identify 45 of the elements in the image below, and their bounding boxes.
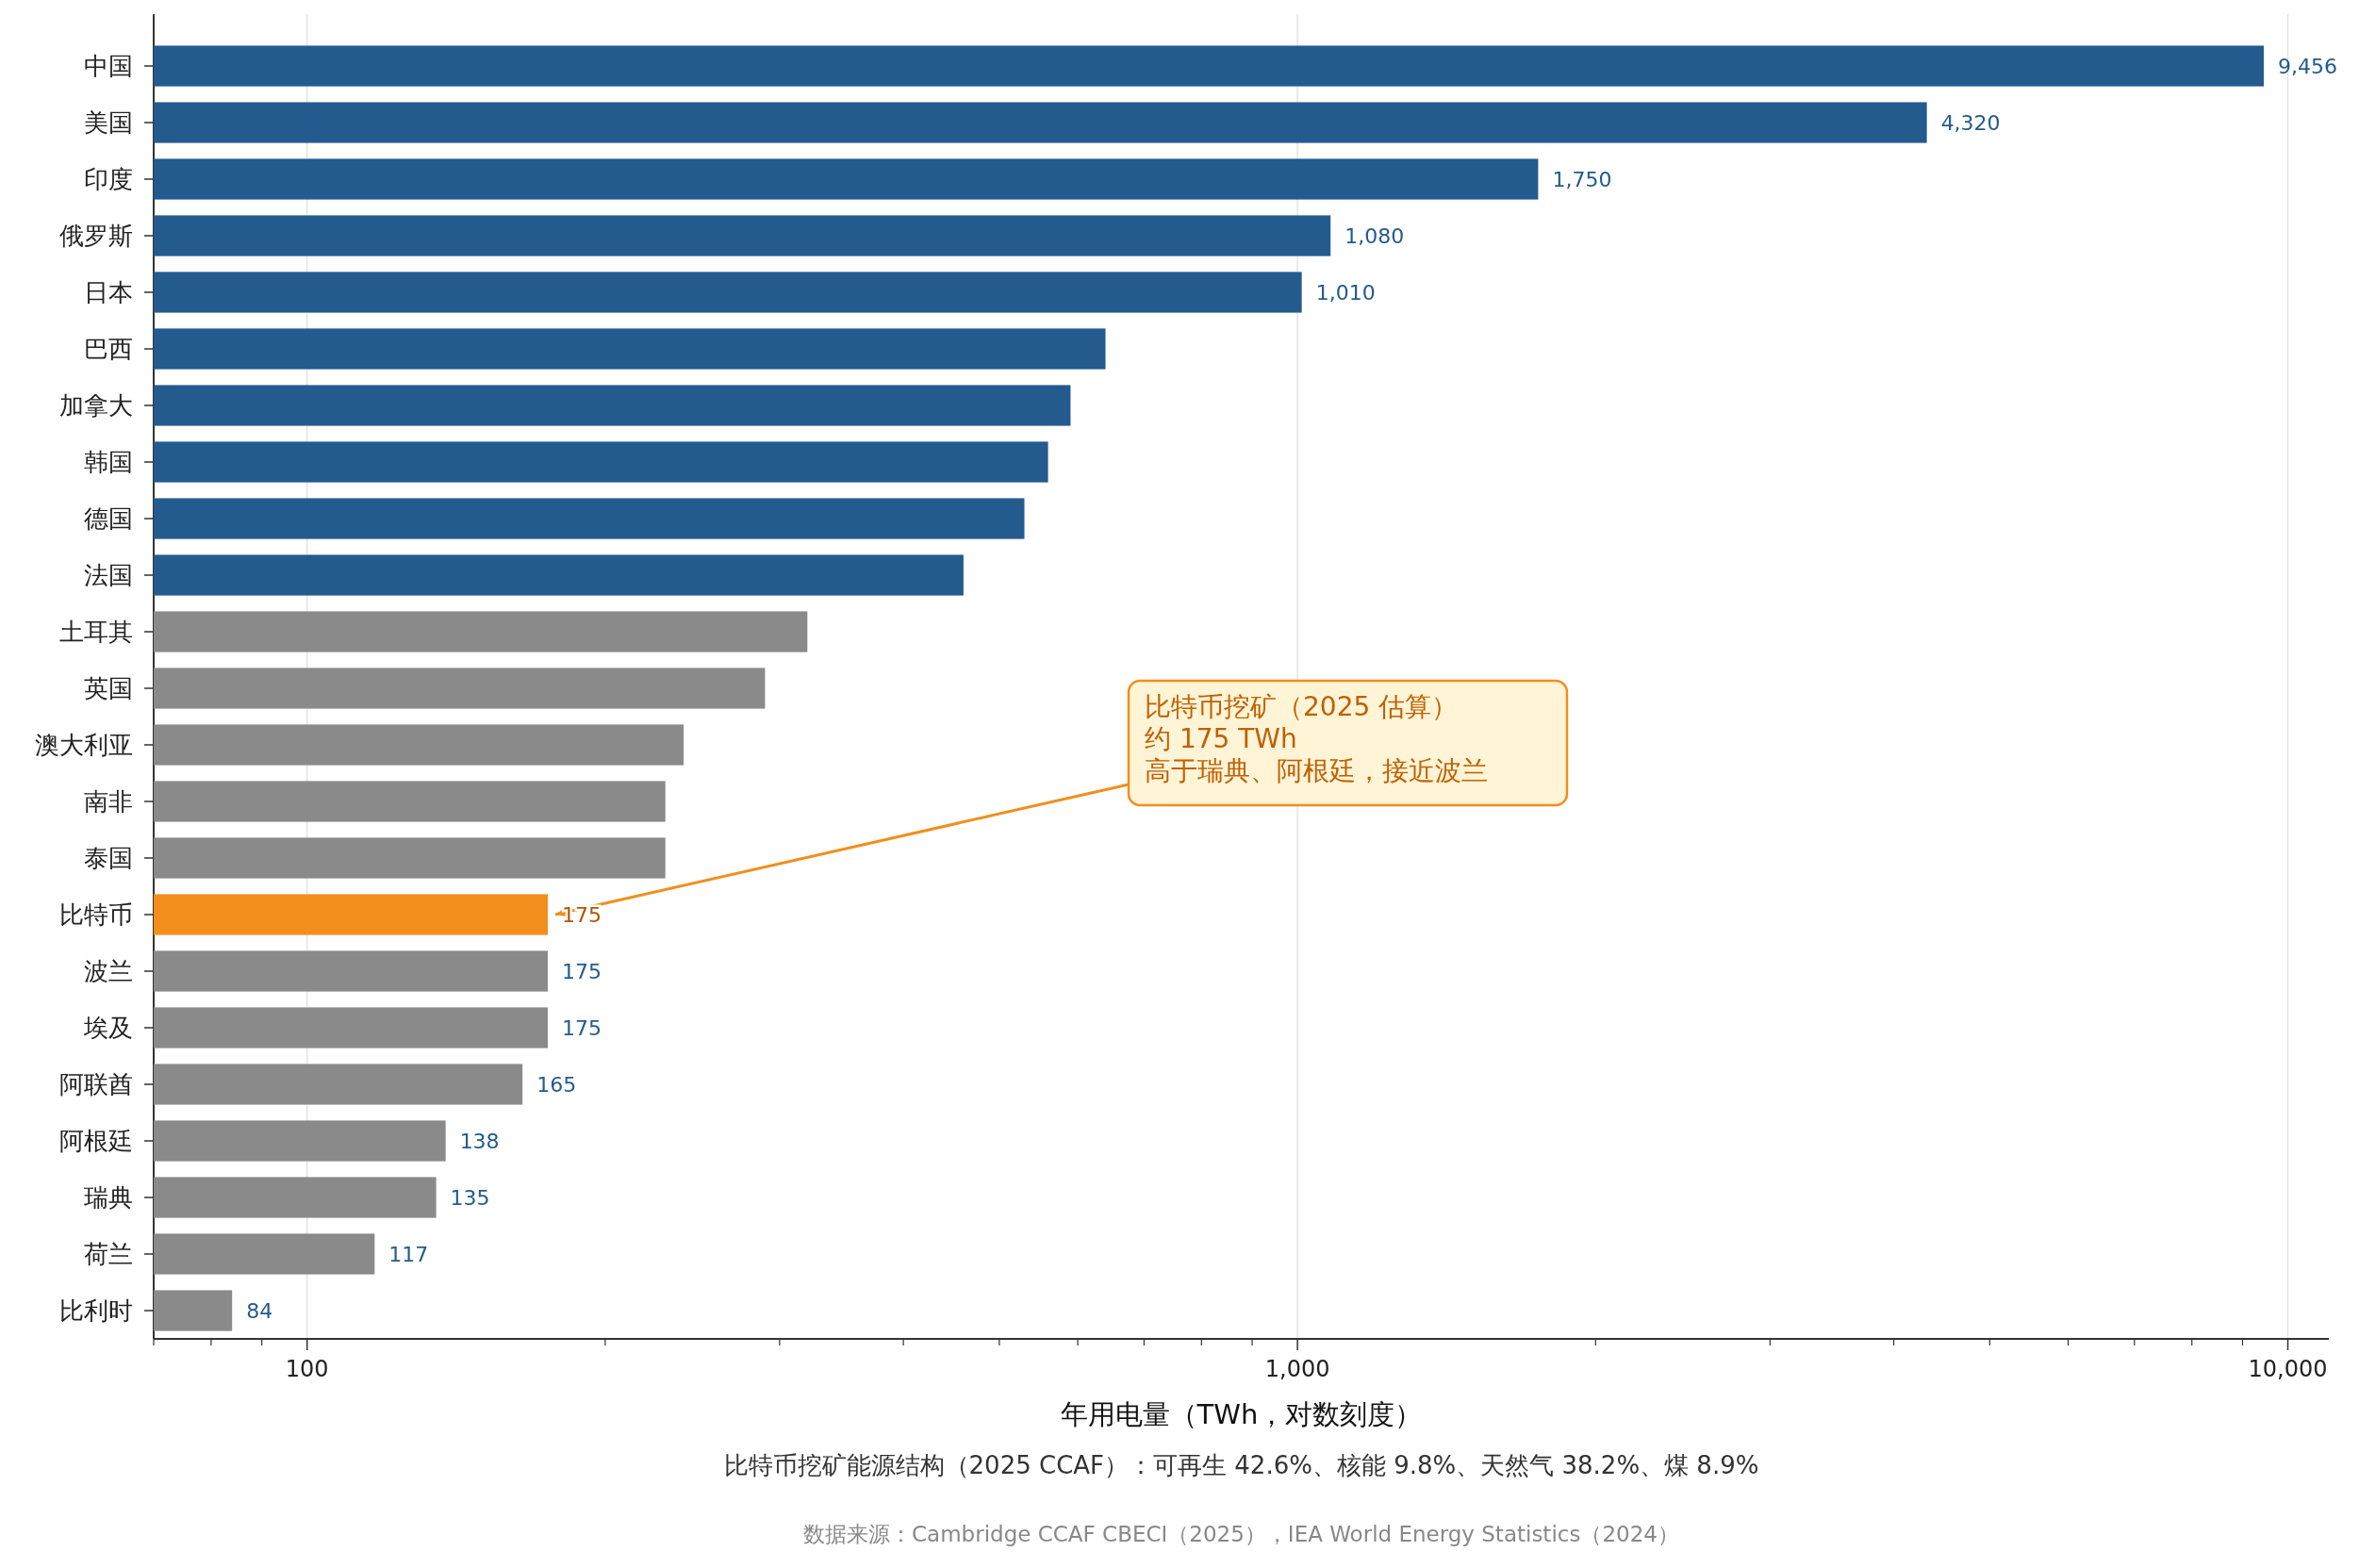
y-tick-label: 印度 [84,165,133,193]
y-tick-label: 韩国 [84,448,133,476]
y-tick-label: 埃及 [83,1014,133,1042]
x-tick-label: 100 [285,1356,329,1382]
y-tick-label: 中国 [84,52,133,80]
x-tick-label: 1,000 [1264,1356,1330,1382]
y-tick-label: 英国 [84,674,133,702]
x-axis-title: 年用电量（TWh，对数刻度） [1060,1398,1423,1430]
y-tick-label: 澳大利亚 [35,731,133,759]
data-label: 175 [562,960,602,983]
y-tick-label: 泰国 [84,844,133,872]
y-tick-label: 土耳其 [59,618,133,646]
y-tick-label: 加拿大 [59,391,133,420]
data-label: 1,010 [1315,281,1376,305]
data-label: 117 [388,1243,429,1266]
data-label: 138 [459,1130,500,1153]
y-tick-label: 波兰 [84,957,133,985]
y-tick-label: 荷兰 [84,1240,133,1268]
x-tick-label: 10,000 [2248,1356,2328,1382]
y-tick-label: 瑞典 [84,1183,133,1212]
y-tick-label: 日本 [84,278,133,306]
source-note: 数据来源：Cambridge CCAF CBECI（2025），IEA World Energy Statistics（2024） [803,1522,1679,1546]
annotation: 高于瑞典、阿根廷，接近波兰 [1145,755,1488,786]
y-tick-label: 南非 [84,787,133,816]
annotation: 比特币挖矿（2025 估算） [1145,691,1459,722]
y-tick-label: 巴西 [84,335,133,363]
data-label: 1,080 [1344,224,1405,248]
y-tick-label: 阿联酋 [59,1070,133,1098]
y-tick-label: 法国 [84,561,133,589]
data-label: 135 [450,1186,490,1210]
data-label: 9,456 [2278,55,2337,78]
data-label: 175 [562,1016,602,1040]
y-tick-label: 阿根廷 [59,1127,133,1155]
data-label: 84 [246,1299,273,1323]
data-label: 4,320 [1940,111,2001,135]
y-tick-label: 俄罗斯 [59,222,133,250]
data-label: 165 [536,1073,577,1097]
y-tick-label: 比特币 [59,900,133,929]
y-tick-label: 比利时 [59,1296,133,1325]
text: 比特币挖矿能源结构（2025 CCAF）：可再生 42.6%、核能 9.8%、天然气 38.2%、煤 8.9% [723,1451,1759,1479]
annotation: 约 175 TWh [1145,723,1297,754]
y-tick-label: 美国 [84,108,133,137]
y-tick-label: 德国 [84,504,133,533]
data-label: 1,750 [1552,168,1612,191]
data-label: 175 [562,903,602,927]
